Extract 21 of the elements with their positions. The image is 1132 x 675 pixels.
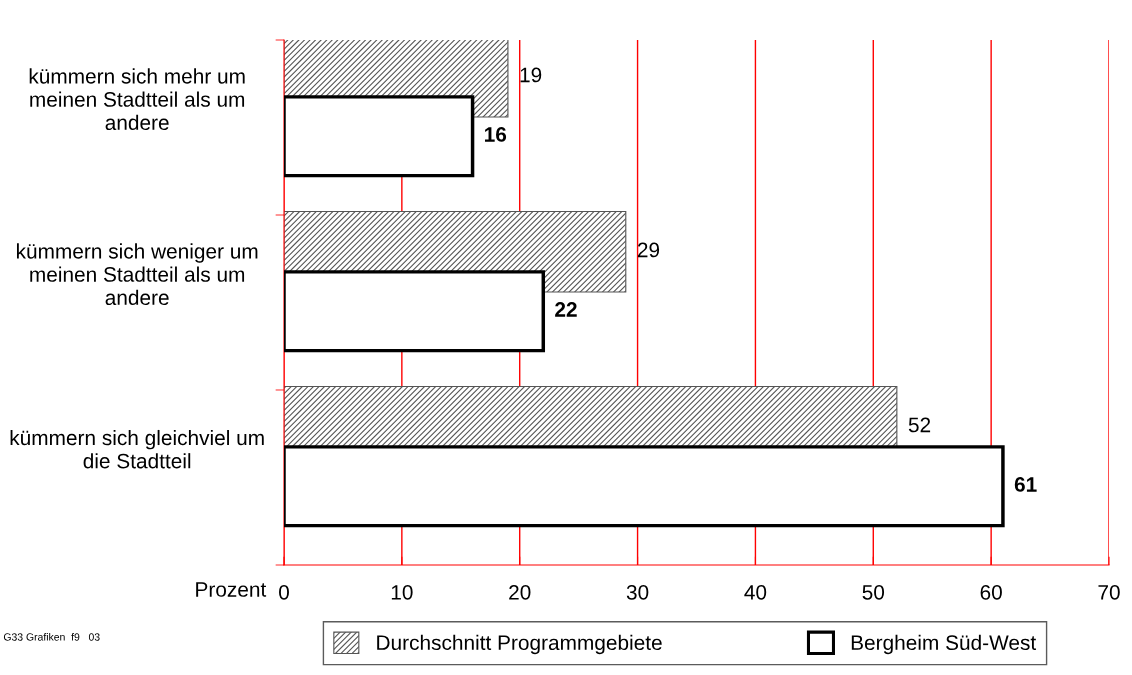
data-label: 61 — [1014, 477, 1037, 492]
x-tick-label: 40 — [744, 584, 767, 600]
data-label: 52 — [908, 417, 931, 433]
x-tick-label: 70 — [1098, 584, 1120, 600]
y-tick-label: kümmern sich mehr um meinen Stadtteil als um andere — [29, 68, 245, 131]
legend-label: Bergheim Süd-West — [851, 634, 1037, 655]
text: G33 Grafiken f9 03 — [3, 633, 100, 641]
x-tick-label: 10 — [391, 584, 413, 600]
legend-label: Durchschnitt Programmgebiete — [377, 634, 662, 655]
x-tick-label: 0 — [279, 584, 289, 600]
x-tick-label: 20 — [509, 584, 531, 600]
data-label: 22 — [555, 302, 577, 317]
x-tick-label: 50 — [862, 584, 885, 600]
y-tick-label: kümmern sich weniger um meinen Stadtteil als um andere — [16, 243, 258, 306]
data-label: 19 — [520, 67, 542, 83]
y-tick-label: kümmern sich gleichviel um die Stadtteil — [10, 429, 264, 469]
data-label: 29 — [637, 242, 660, 258]
x-axis-title: Prozent — [196, 582, 267, 597]
x-tick-label: 60 — [980, 584, 1002, 600]
data-label: 16 — [484, 127, 507, 142]
x-tick-label: 30 — [626, 584, 649, 600]
